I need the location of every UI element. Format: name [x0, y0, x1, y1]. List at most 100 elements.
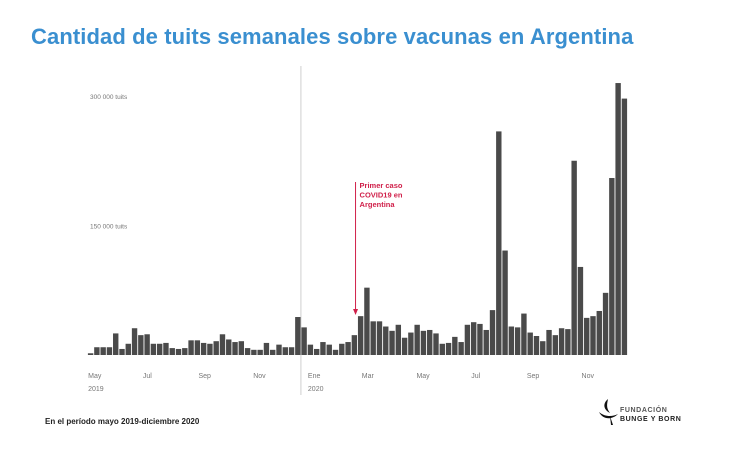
bar: [219, 334, 226, 355]
bar: [496, 131, 502, 355]
bar: [602, 292, 609, 355]
bar: [200, 342, 207, 355]
bar: [609, 178, 615, 355]
bar: [270, 349, 276, 355]
bar: [584, 317, 590, 355]
bar: [326, 344, 332, 355]
bar: [263, 342, 270, 355]
bar: [156, 343, 163, 355]
x-tick-year-label: 2020: [308, 386, 324, 393]
x-tick-year-label: 2019: [88, 386, 104, 393]
bar: [445, 342, 452, 355]
bar: [364, 287, 370, 355]
x-tick-label: Nov: [582, 373, 595, 380]
bar: [527, 332, 533, 355]
annotation-text: Argentina: [360, 200, 396, 209]
bar: [188, 340, 194, 355]
bar: [420, 330, 427, 355]
x-tick-label: Jul: [471, 373, 480, 380]
bar: [489, 310, 496, 355]
bar: [213, 341, 219, 355]
bar: [232, 342, 238, 355]
chart-title: Cantidad de tuits semanales sobre vacuna…: [31, 24, 634, 49]
bar: [100, 347, 106, 355]
bar: [621, 98, 628, 355]
bar: [577, 266, 584, 355]
bar: [125, 343, 131, 355]
bar: [540, 341, 546, 355]
bar: [288, 347, 295, 355]
bar: [464, 324, 471, 355]
bar: [94, 347, 100, 355]
footnote: En el período mayo 2019-diciembre 2020: [45, 417, 200, 426]
bar: [552, 335, 559, 355]
bar: [226, 339, 232, 355]
bar: [257, 349, 263, 355]
bar: [106, 347, 113, 355]
bar: [546, 329, 552, 355]
bar: [590, 316, 596, 355]
x-tick-label: Jul: [143, 373, 152, 380]
x-tick-label: May: [416, 373, 430, 380]
bar: [408, 332, 414, 355]
bar: [514, 327, 521, 355]
bar: [558, 328, 565, 355]
fundacion-bunge-y-born-logo: FUNDACIÓN BUNGE Y BORN: [598, 398, 698, 428]
bar: [357, 316, 364, 355]
bar: [251, 349, 257, 355]
bar: [113, 333, 119, 355]
bar: [169, 348, 175, 355]
bar: [163, 342, 169, 355]
x-tick-label: Ene: [308, 373, 321, 380]
bar: [370, 321, 376, 355]
logo-line1: FUNDACIÓN: [620, 407, 668, 414]
bar: [131, 328, 138, 355]
annotation-text: COVID19 en: [360, 191, 403, 200]
bar: [565, 329, 571, 355]
annotation-text: Primer caso: [360, 181, 403, 190]
bar: [401, 337, 408, 355]
logo-leaf-icon: [599, 399, 618, 425]
bar: [477, 323, 483, 355]
bar: [301, 327, 307, 355]
bar: [182, 348, 188, 355]
bar: [345, 342, 351, 355]
bar: [119, 348, 125, 355]
bar: [150, 343, 157, 355]
bar: [452, 336, 458, 355]
x-tick-label: Nov: [253, 373, 266, 380]
bar: [483, 329, 489, 355]
bar: [244, 348, 251, 355]
bar: [427, 329, 433, 355]
bar: [615, 83, 621, 356]
bar: [144, 334, 150, 355]
annotation-arrowhead-icon: [353, 309, 359, 315]
bar: [508, 326, 515, 355]
bar: [175, 348, 182, 355]
bar: [138, 335, 144, 355]
bar: [87, 353, 94, 355]
bar: [313, 348, 320, 355]
bar: [207, 343, 213, 355]
bar: [376, 321, 383, 355]
y-tick-label: 300 000 tuits: [90, 94, 128, 101]
bar: [295, 317, 301, 355]
x-tick-label: Sep: [527, 373, 540, 380]
bar: [383, 326, 389, 355]
x-tick-label: May: [88, 373, 102, 380]
bar: [320, 342, 326, 355]
bar: [395, 324, 402, 355]
bar: [351, 335, 358, 355]
x-tick-label: Sep: [198, 373, 211, 380]
bar: [339, 343, 345, 355]
bar: [502, 250, 508, 355]
y-tick-label: 150 000 tuits: [90, 224, 128, 231]
bar: [458, 342, 464, 355]
bar: [439, 343, 445, 355]
bar: [533, 336, 540, 355]
bar: [282, 347, 288, 355]
x-tick-label: Mar: [362, 373, 375, 380]
bar: [571, 160, 577, 355]
logo-line2: BUNGE Y BORN: [620, 416, 682, 423]
